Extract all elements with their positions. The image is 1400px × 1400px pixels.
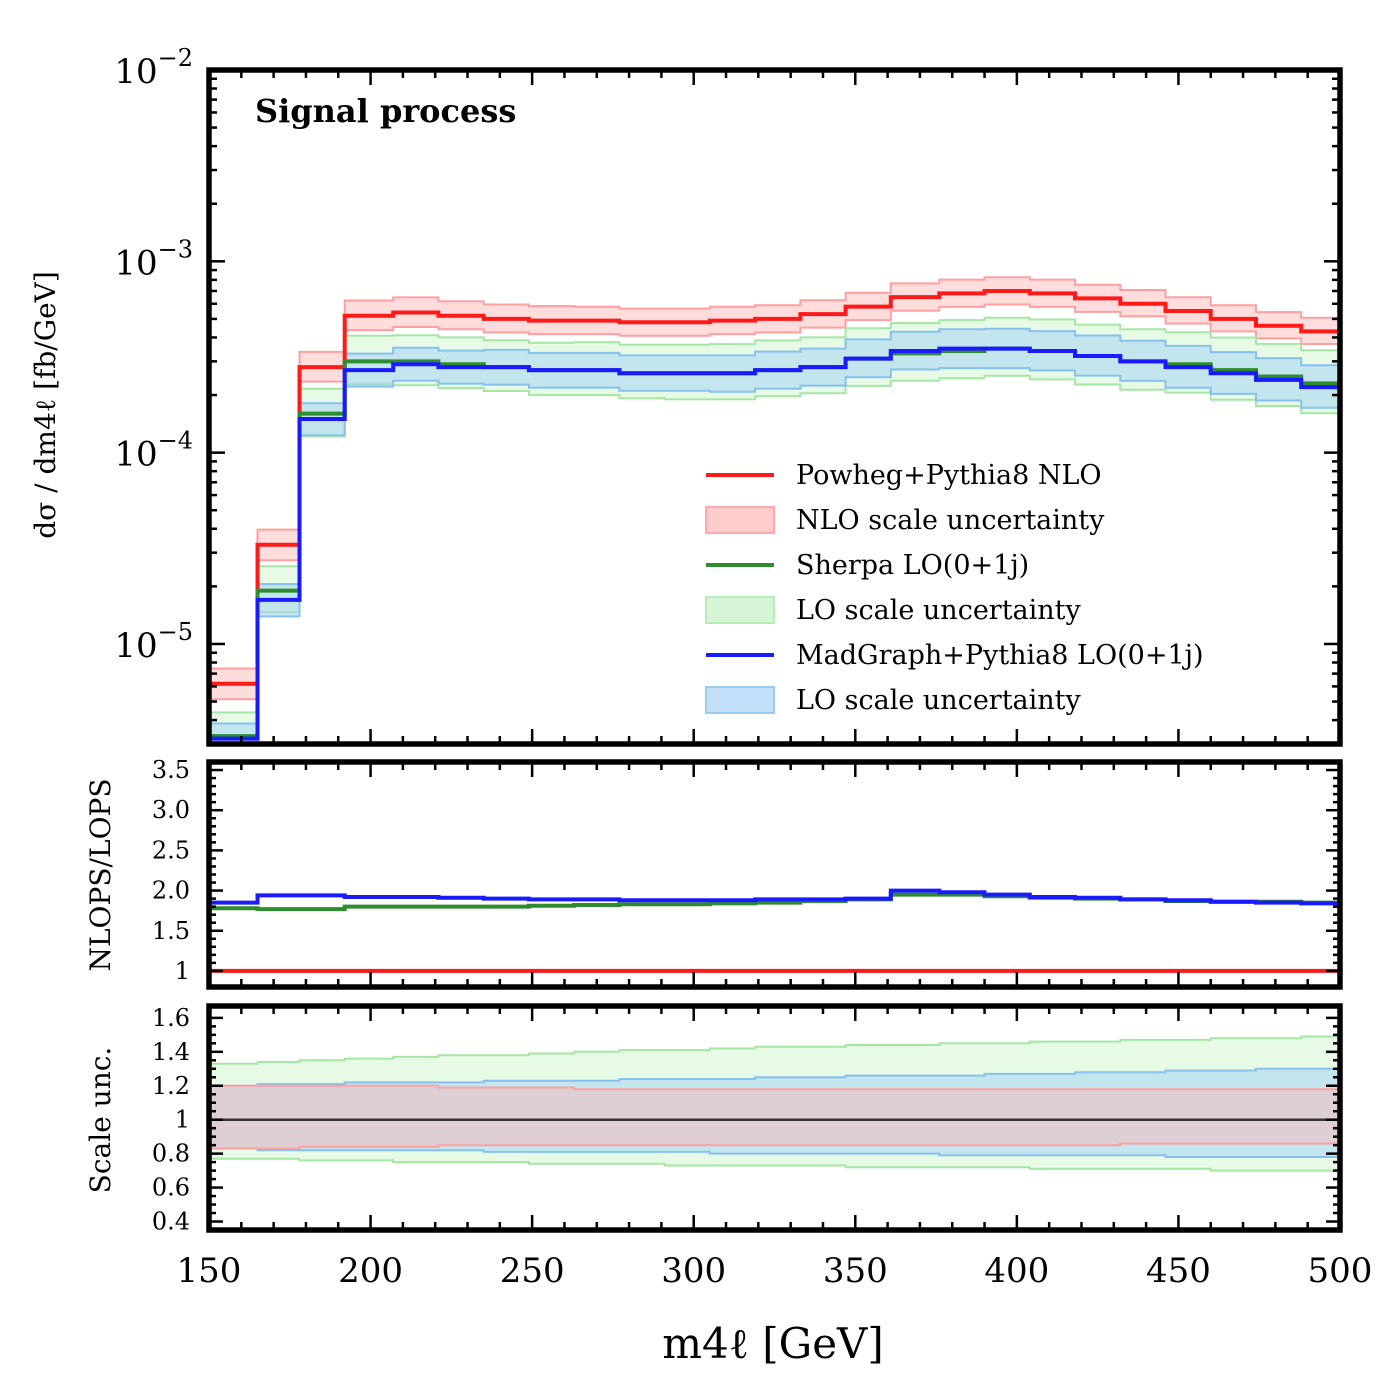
scale-y-tick-label: 1.4 <box>152 1038 190 1066</box>
scale-uncertainty-bands <box>209 1035 1340 1172</box>
scale-y-tick-label: 0.8 <box>152 1140 190 1168</box>
legend-entry: LO scale uncertainty <box>705 595 1082 626</box>
scale-y-tick-label: 1 <box>175 1106 190 1134</box>
legend-label: LO scale uncertainty <box>796 685 1082 716</box>
scale-y-tick-label: 1.2 <box>152 1072 190 1100</box>
legend-label: Sherpa LO(0+1j) <box>796 550 1029 581</box>
legend-patch-swatch <box>705 686 775 714</box>
legend-label: NLO scale uncertainty <box>796 505 1105 536</box>
scale-y-tick-label: 1.6 <box>152 1004 190 1032</box>
main-annotation: Signal process <box>255 92 516 130</box>
legend-entry: Powheg+Pythia8 NLO <box>706 460 1102 491</box>
ratio-y-tick-label: 3.0 <box>152 796 190 824</box>
x-tick-label: 150 <box>177 1251 242 1291</box>
ratio-y-tick-label: 1 <box>175 957 190 985</box>
ratio-y-tick-label: 3.5 <box>152 756 190 784</box>
ratio-y-tick-label: 1.5 <box>152 917 190 945</box>
main-ylabel-text: dσ / dm4ℓ [fb/GeV] <box>29 271 62 539</box>
legend-entry: LO scale uncertainty <box>705 685 1082 716</box>
legend-entry: MadGraph+Pythia8 LO(0+1j) <box>706 640 1204 671</box>
scale-y-tick-label: 0.6 <box>152 1174 190 1202</box>
x-tick-label: 200 <box>338 1251 403 1291</box>
main-series-1 <box>209 346 1340 739</box>
legend-label: MadGraph+Pythia8 LO(0+1j) <box>796 640 1204 671</box>
x-tick-label: 250 <box>500 1251 565 1291</box>
main-series-lines <box>209 289 1340 741</box>
ratio-frame <box>206 759 1343 990</box>
main-frame <box>206 67 1343 747</box>
main-y-tick-label: 10−4 <box>114 427 193 475</box>
legend: Powheg+Pythia8 NLO NLO scale uncertainty S… <box>705 460 1204 716</box>
main-series-0 <box>209 289 1340 686</box>
scale-ylabel: Scale unc. <box>84 1047 117 1194</box>
ratio-y-tick-label: 2.0 <box>152 877 190 905</box>
scale-frame <box>206 1003 1343 1233</box>
x-tick-label: 500 <box>1308 1251 1373 1291</box>
main-y-tick-label: 10−3 <box>114 235 193 283</box>
x-tick-label: 300 <box>661 1251 726 1291</box>
ratio-ylabel: NLOPS/LOPS <box>84 778 117 971</box>
legend-patch-swatch <box>705 506 775 534</box>
main-ylabel: dσ / dm4ℓ [fb/GeV] <box>29 271 62 539</box>
scale-band-2 <box>209 1067 1340 1158</box>
main-y-tick-label: 10−2 <box>114 44 193 92</box>
legend-patch-swatch <box>705 596 775 624</box>
x-tick-label: 350 <box>823 1251 888 1291</box>
x-tick-label: 400 <box>984 1251 1049 1291</box>
panel-frames <box>206 67 1343 1233</box>
legend-entry: Sherpa LO(0+1j) <box>706 550 1029 581</box>
x-tick-label: 450 <box>1146 1251 1211 1291</box>
scale-band-0 <box>209 1084 1340 1150</box>
tick-labels: 150 200 250 300 350 400 450 500 10−2 10−3 10−4 10−5… <box>114 44 1372 1291</box>
main-series-2 <box>209 346 1340 741</box>
legend-entry: NLO scale uncertainty <box>705 505 1105 536</box>
ratio-series-2 <box>209 888 1340 906</box>
x-axis-label: m4ℓ [GeV] <box>662 1319 884 1368</box>
ratio-y-tick-label: 2.5 <box>152 836 190 864</box>
ratio-series-lines <box>209 888 1340 973</box>
scale-y-tick-label: 0.4 <box>152 1208 190 1236</box>
legend-label: Powheg+Pythia8 NLO <box>796 460 1102 491</box>
main-y-tick-label: 10−5 <box>114 618 193 666</box>
legend-label: LO scale uncertainty <box>796 595 1082 626</box>
